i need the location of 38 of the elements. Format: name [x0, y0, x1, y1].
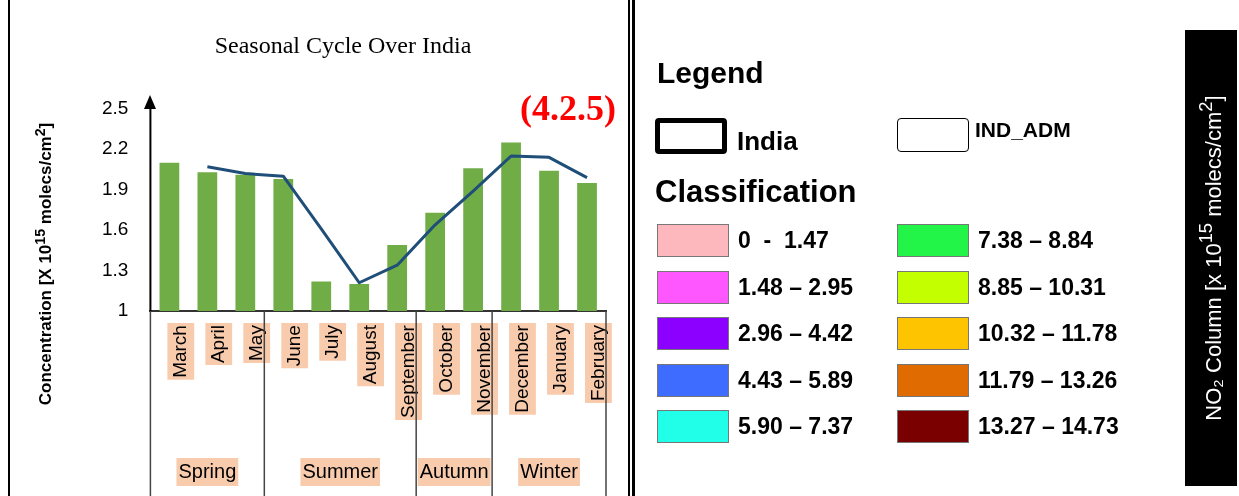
y-tick-label: 2.2: [101, 137, 129, 159]
text: Winter: [520, 459, 579, 482]
chart-title: Seasonal Cycle Over India: [214, 31, 472, 58]
category-label: 11.79 – 13.26: [978, 366, 1118, 394]
x-tick-label: August: [358, 324, 380, 385]
y-tick-label: 1.3: [101, 258, 129, 280]
x-tick-label: October: [434, 324, 456, 393]
y-tick-label: 1.6: [101, 218, 129, 240]
text: Autumn: [419, 459, 489, 482]
x-tick-label: April: [207, 325, 228, 364]
x-tick-label: March: [169, 325, 191, 378]
text: Classification: [655, 174, 857, 210]
x-tick-label: January: [548, 324, 570, 393]
x-tick-label: February: [586, 324, 608, 402]
category-label: 4.43 – 5.89: [738, 366, 854, 394]
x-tick-label: September: [396, 324, 418, 419]
text: IND_ADM: [975, 118, 1071, 142]
category-label: 0 - 1.47: [738, 227, 829, 254]
category-label: 2.96 – 4.42: [738, 320, 854, 347]
x-tick-label: November: [472, 324, 494, 413]
text: Spring: [178, 459, 237, 482]
x-tick-label: December: [510, 324, 532, 413]
category-label: 13.27 – 14.73: [978, 413, 1119, 440]
category-label: 10.32 – 11.78: [978, 320, 1118, 347]
text: India: [737, 126, 798, 157]
category-label: 5.90 – 7.37: [738, 413, 854, 440]
x-tick-label: July: [320, 324, 342, 359]
annotation: (4.2.5): [520, 88, 616, 129]
y-tick-label: 2.5: [101, 97, 129, 119]
x-tick-label: June: [282, 325, 304, 367]
y-tick-label: 1.9: [101, 177, 129, 199]
text: Legend: [657, 56, 764, 90]
category-label: 1.48 – 2.95: [738, 273, 854, 301]
text: Summer: [302, 459, 379, 482]
category-label: 7.38 – 8.84: [978, 227, 1094, 254]
category-label: 8.85 – 10.31: [978, 273, 1106, 301]
x-tick-label: May: [244, 324, 266, 361]
y-tick-label: 1: [117, 299, 129, 321]
